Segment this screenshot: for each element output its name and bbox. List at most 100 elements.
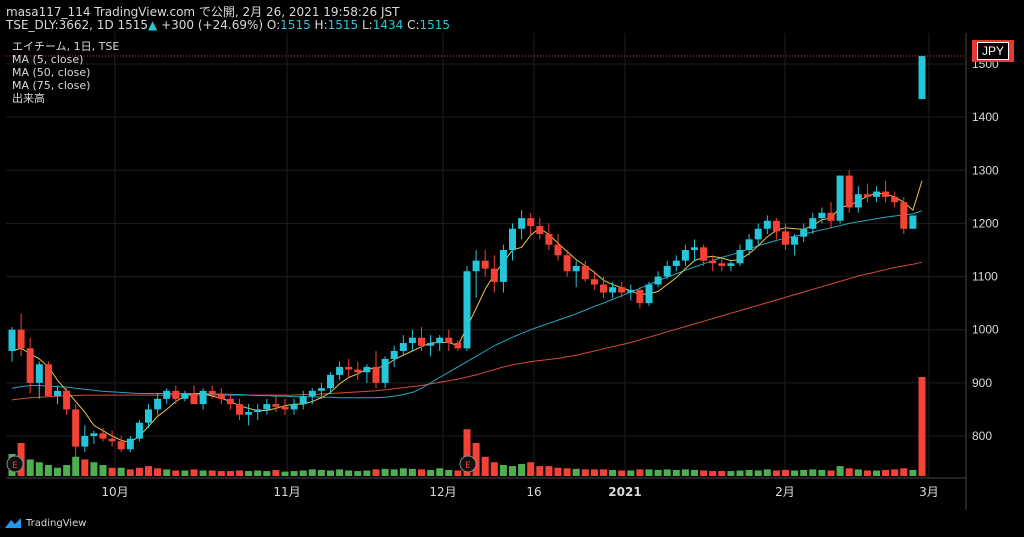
candle-body — [317, 388, 325, 391]
low-label: L: — [362, 18, 373, 32]
candle-body — [736, 250, 744, 264]
volume-bar — [782, 469, 789, 476]
candle-body — [609, 287, 617, 293]
candle-body — [190, 393, 198, 405]
volume-bar — [636, 469, 644, 476]
low-value: 1434 — [372, 18, 404, 32]
earnings-marker-label: E — [12, 461, 18, 471]
candle-body — [572, 265, 580, 272]
open-label: O: — [266, 18, 281, 32]
candlesticks — [6, 55, 966, 458]
volume-bar — [399, 468, 407, 476]
candle-body — [145, 409, 152, 423]
legend-ma50[interactable]: MA (50, close) — [12, 66, 91, 79]
candle-body — [627, 289, 635, 293]
candle-body — [509, 228, 516, 250]
candle-body — [499, 250, 507, 282]
volume-bar — [163, 469, 171, 476]
earnings-marker — [459, 455, 477, 473]
currency-badge[interactable]: JPY — [972, 40, 1014, 62]
volume-bar — [754, 470, 762, 476]
candle-body — [172, 390, 180, 399]
candle-body — [72, 409, 80, 447]
candle-body — [672, 260, 680, 266]
candle-body — [126, 438, 134, 450]
candle-body — [336, 366, 344, 375]
legend-symbol[interactable]: エイチーム, 1日, TSE — [12, 40, 120, 53]
candle-body — [727, 263, 735, 266]
legend-ma5[interactable]: MA (5, close) — [12, 53, 84, 66]
high-label: H: — [314, 18, 328, 32]
candle-body — [745, 239, 753, 250]
candle-body — [381, 358, 389, 383]
volume-bar — [408, 468, 416, 476]
candle-body — [354, 369, 362, 373]
volume-bar — [873, 470, 880, 476]
volume-bar — [126, 469, 134, 476]
candle-body — [363, 366, 371, 373]
time-tick-label: 10月 — [101, 485, 128, 499]
volume-bar — [481, 456, 489, 476]
candle-body — [427, 343, 435, 346]
volume-bar — [290, 471, 298, 476]
candle-body — [663, 265, 671, 277]
legend-ma75[interactable]: MA (75, close) — [12, 79, 91, 92]
candle-body — [299, 396, 307, 405]
candle-body — [545, 234, 553, 245]
candle-body — [217, 393, 225, 399]
candle-body — [772, 220, 780, 232]
volume-bar — [427, 469, 435, 476]
candle-body — [590, 279, 598, 285]
volume-bar — [272, 469, 280, 476]
candle-body — [654, 276, 662, 285]
candle-body — [718, 263, 726, 266]
candle-body — [418, 337, 425, 346]
volume-bar — [35, 462, 43, 476]
candle-body — [290, 404, 298, 410]
volume-bar — [891, 469, 899, 476]
candle-body — [226, 398, 234, 405]
price-tick-label: 900 — [972, 376, 992, 390]
volume-bar — [281, 471, 289, 476]
time-tick-label: 11月 — [273, 485, 300, 499]
time-axis: 10月 11月 12月 16 2021 2月 3月 — [101, 485, 938, 499]
candle-body — [836, 175, 844, 221]
currency-label: JPY — [976, 42, 1009, 60]
volume-bar — [527, 462, 535, 476]
volume-bar — [90, 462, 98, 476]
price-tick-label: 1300 — [972, 163, 999, 177]
legend-volume[interactable]: 出来高 — [12, 92, 45, 105]
volume-bar — [472, 443, 480, 476]
volume-bar — [727, 471, 735, 476]
candle-body — [390, 350, 398, 359]
candle-body — [163, 390, 171, 399]
price-change: +300 (+24.69%) — [161, 18, 264, 32]
volume-bar — [372, 469, 380, 476]
volume-bar — [545, 466, 553, 476]
volume-bar — [145, 466, 152, 476]
volume-bar — [581, 469, 589, 476]
chart-header-publish-line: masa117_114 TradingView.com で公開, 2月 26, … — [6, 3, 399, 20]
volume-bar — [590, 469, 598, 476]
volume-bar — [199, 470, 207, 476]
volume-bar — [627, 470, 635, 476]
candle-body — [272, 404, 280, 407]
candle-body — [454, 343, 462, 349]
volume-bar — [236, 470, 243, 476]
tradingview-footer[interactable]: TradingView — [4, 517, 86, 529]
candle-body — [81, 436, 89, 447]
time-tick-label: 16 — [526, 485, 541, 499]
volume-bar — [299, 470, 307, 476]
candle-body — [636, 289, 644, 304]
volume-bar — [618, 470, 626, 476]
volume-bar — [99, 465, 107, 476]
candle-body — [54, 390, 61, 397]
volume-bar — [72, 456, 80, 476]
volume-bar — [600, 469, 607, 476]
brand-name: TradingView — [26, 517, 87, 529]
candle-body — [108, 438, 116, 442]
volume-bar — [827, 470, 835, 476]
volume-bar — [54, 467, 61, 476]
